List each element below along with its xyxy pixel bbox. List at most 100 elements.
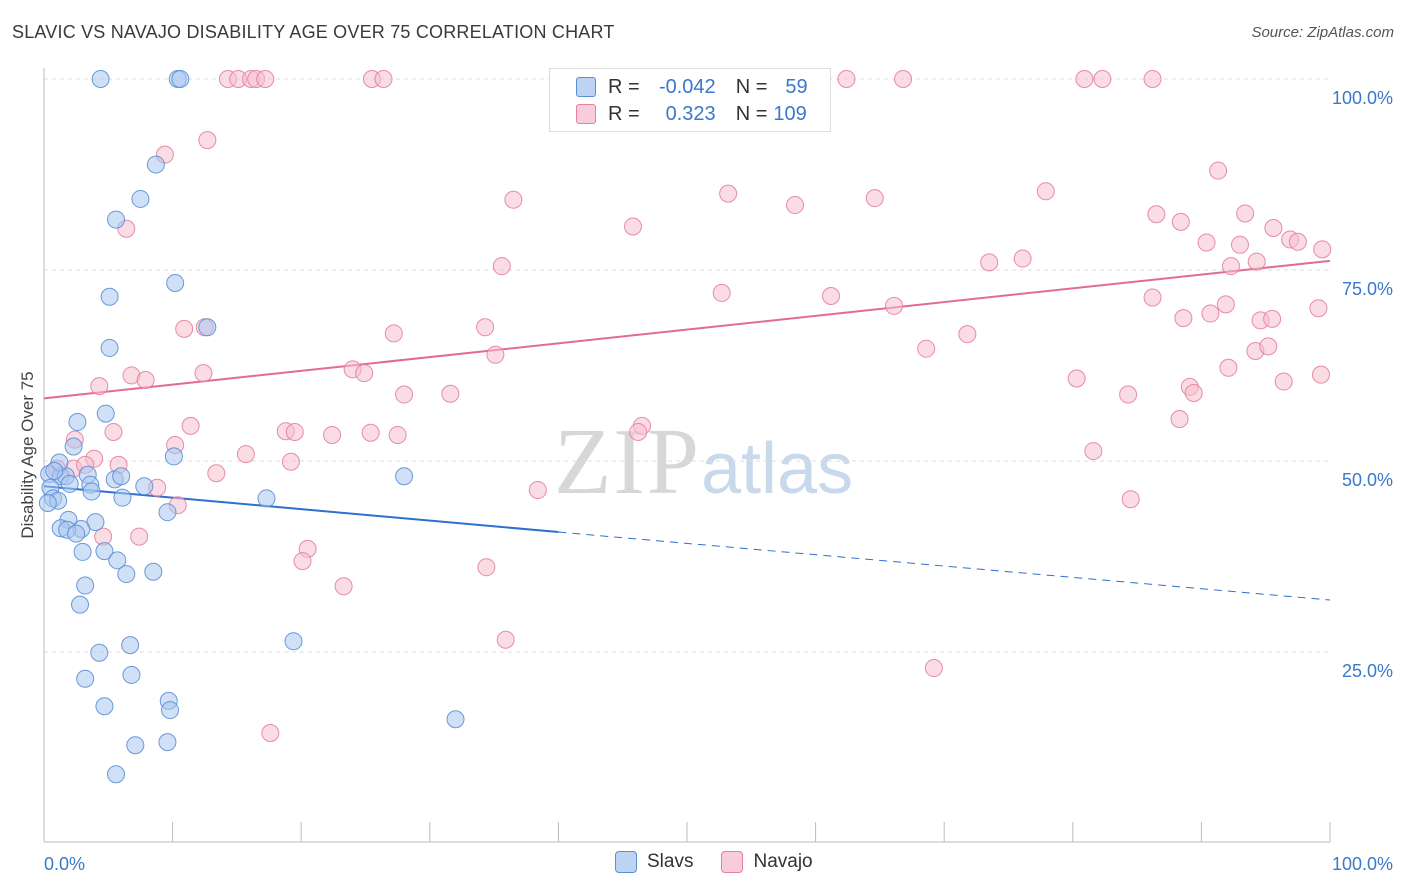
slavs-point bbox=[146, 155, 165, 174]
slavs-point bbox=[100, 338, 119, 357]
slavs-point bbox=[76, 669, 95, 688]
y-tick-label: 75.0% bbox=[1342, 279, 1393, 299]
watermark-atlas: atlas bbox=[701, 429, 854, 509]
navajo-point bbox=[1121, 490, 1140, 509]
navajo-point bbox=[504, 190, 523, 209]
slavs-point bbox=[71, 595, 90, 614]
navajo-point bbox=[477, 558, 496, 577]
navajo-point bbox=[1174, 309, 1193, 328]
slavs-point bbox=[144, 562, 163, 581]
navajo-point bbox=[885, 296, 904, 315]
navajo-point bbox=[1197, 233, 1216, 252]
navajo-point bbox=[334, 577, 353, 596]
legend-n-label: N = bbox=[735, 102, 768, 125]
watermark: ZIPatlas bbox=[554, 408, 853, 516]
chart-title: SLAVIC VS NAVAJO DISABILITY AGE OVER 75 … bbox=[12, 22, 615, 42]
legend-r-value: 0.323 bbox=[665, 102, 716, 125]
navajo-point bbox=[1247, 252, 1266, 271]
legend-n-value: 109 bbox=[773, 102, 807, 125]
navajo-point bbox=[492, 257, 511, 276]
navajo-point bbox=[175, 319, 194, 338]
navajo-point bbox=[1084, 442, 1103, 461]
navajo-point bbox=[1259, 337, 1278, 356]
navajo-point bbox=[786, 196, 805, 215]
slavs-point bbox=[112, 467, 131, 486]
navajo-point bbox=[1036, 182, 1055, 201]
legend-n-label: N = bbox=[735, 75, 768, 98]
navajo-point bbox=[1201, 304, 1220, 323]
navajo-swatch-icon bbox=[721, 851, 744, 873]
slavs-point bbox=[96, 404, 115, 423]
navajo-point bbox=[90, 377, 109, 396]
slavs-point bbox=[107, 765, 126, 784]
navajo-point bbox=[198, 131, 217, 150]
navajo-point bbox=[1309, 299, 1328, 318]
slavs-point bbox=[113, 488, 132, 507]
navajo-point bbox=[1263, 309, 1282, 328]
navajo-point bbox=[361, 423, 380, 442]
source-label: Source: ZipAtlas.com bbox=[1251, 24, 1394, 41]
slavs-points bbox=[38, 70, 465, 784]
navajo-point bbox=[388, 426, 407, 445]
navajo-point bbox=[1119, 385, 1138, 404]
slavs-point bbox=[198, 318, 217, 337]
navajo-point bbox=[496, 630, 515, 649]
y-tick-label: 50.0% bbox=[1342, 470, 1393, 490]
navajo-point bbox=[712, 283, 731, 302]
slavs-swatch-icon bbox=[576, 77, 596, 97]
navajo-point bbox=[1209, 161, 1228, 180]
navajo-point bbox=[1264, 218, 1283, 237]
navajo-point bbox=[136, 371, 155, 390]
legend-r-value: -0.042 bbox=[658, 75, 716, 98]
navajo-point bbox=[323, 426, 342, 445]
trend-lines bbox=[43, 259, 1331, 601]
legend-slavs-label: Slavs bbox=[647, 851, 694, 872]
navajo-point bbox=[194, 364, 213, 383]
slavs-point bbox=[171, 70, 190, 88]
navajo-point bbox=[486, 345, 505, 364]
navajo-point bbox=[384, 324, 403, 343]
navajo-point bbox=[130, 527, 149, 546]
navajo-point bbox=[355, 364, 374, 383]
slavs-point bbox=[284, 632, 303, 651]
slavs-point bbox=[395, 467, 414, 486]
navajo-point bbox=[1230, 235, 1249, 254]
navajo-point bbox=[1184, 384, 1203, 403]
navajo-point bbox=[1288, 232, 1307, 251]
legend-item-navajo[interactable]: Navajo bbox=[721, 851, 813, 873]
slavs-point bbox=[122, 665, 141, 684]
slavs-point bbox=[45, 461, 64, 480]
slavs-point bbox=[135, 477, 154, 496]
tick-labels: 25.0% 50.0% 75.0% 100.0% 0.0% 100.0% bbox=[44, 88, 1393, 874]
slavs-point bbox=[166, 273, 185, 292]
series-legend: Slavs Navajo bbox=[615, 851, 841, 873]
legend-row-navajo: R = 0.323 N = 109 bbox=[576, 102, 807, 126]
navajo-point bbox=[623, 217, 642, 236]
slavs-point bbox=[158, 733, 177, 752]
navajo-point bbox=[629, 422, 648, 441]
legend-r-label: R = bbox=[608, 102, 640, 125]
x-tick-label: 0.0% bbox=[44, 854, 85, 874]
navajo-point bbox=[865, 189, 884, 208]
navajo-point bbox=[1236, 204, 1255, 223]
slavs-point bbox=[126, 736, 145, 755]
y-axis-title: Disability Age Over 75 bbox=[18, 371, 37, 538]
navajo-points bbox=[47, 70, 1332, 742]
navajo-point bbox=[1143, 70, 1162, 88]
axes bbox=[43, 68, 1331, 843]
legend-navajo-label: Navajo bbox=[753, 851, 813, 872]
slavs-point bbox=[60, 474, 79, 493]
navajo-point bbox=[822, 286, 841, 305]
navajo-trend-line bbox=[43, 259, 1331, 400]
grid-lines bbox=[44, 78, 1330, 653]
watermark-zip: ZIP bbox=[554, 410, 701, 514]
navajo-point bbox=[256, 70, 275, 88]
slavs-point bbox=[107, 210, 126, 229]
navajo-point bbox=[924, 659, 943, 678]
navajo-swatch-icon bbox=[576, 104, 596, 124]
legend-n-value: 59 bbox=[785, 75, 808, 98]
legend-item-slavs[interactable]: Slavs bbox=[615, 851, 693, 873]
slavs-point bbox=[108, 551, 127, 570]
navajo-point bbox=[285, 422, 304, 441]
legend-r-label: R = bbox=[608, 75, 640, 98]
